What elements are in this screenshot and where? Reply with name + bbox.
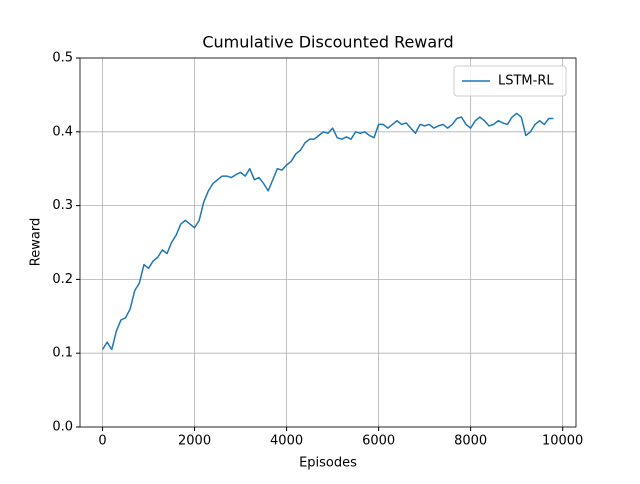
y-tick-label: 0.1 [52, 346, 73, 361]
y-tick-label: 0.5 [52, 51, 73, 66]
chart-title: Cumulative Discounted Reward [202, 33, 453, 52]
legend-box [453, 65, 567, 97]
x-tick-label: 10000 [542, 434, 583, 449]
x-tick-label: 2000 [178, 434, 211, 449]
y-tick-label: 0.0 [52, 420, 73, 435]
line-series [101, 112, 554, 351]
y-tick-label: 0.2 [52, 272, 73, 287]
y-axis-label: Reward [29, 218, 44, 266]
x-tick-label: 4000 [270, 434, 303, 449]
legend-label: LSTM-RL [498, 74, 554, 89]
y-tick-label: 0.3 [52, 198, 73, 213]
axes-frame [79, 57, 577, 428]
y-tick-label: 0.4 [52, 124, 73, 139]
x-tick-label: 8000 [454, 434, 487, 449]
x-tick-label: 0 [98, 434, 106, 449]
x-axis-label: Episodes [299, 456, 357, 471]
x-tick-label: 6000 [362, 434, 395, 449]
